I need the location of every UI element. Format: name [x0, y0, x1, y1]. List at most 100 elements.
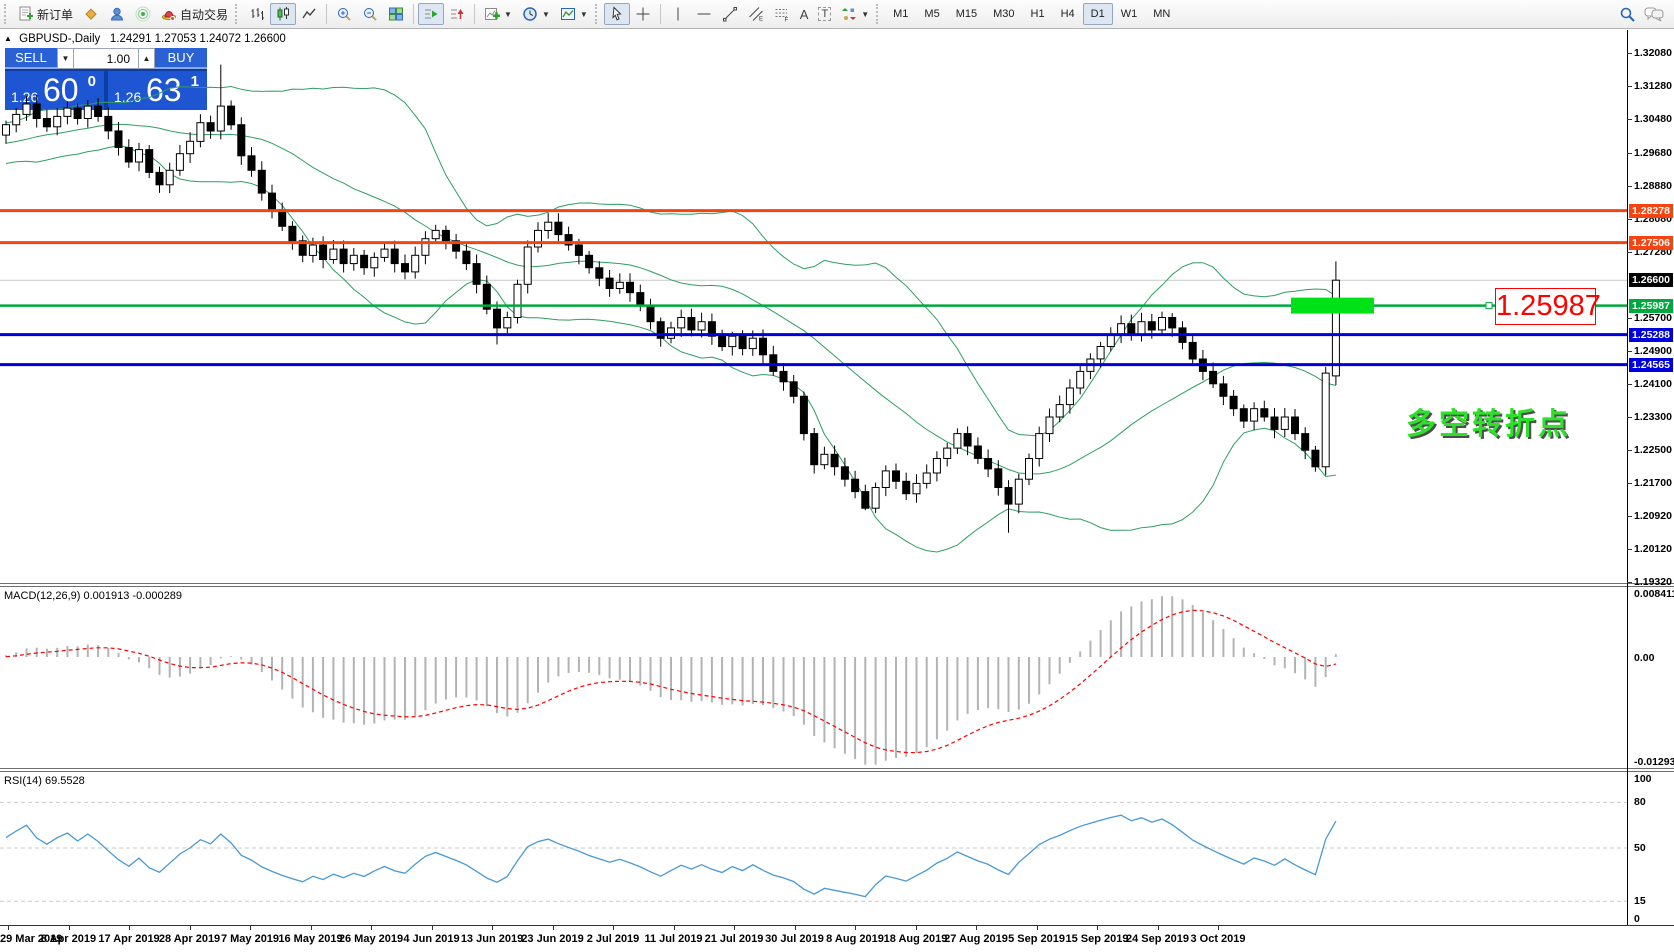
green-highlight-box[interactable]	[1291, 297, 1374, 314]
chart-title: ▲ GBPUSD-,Daily 1.24291 1.27053 1.24072 …	[4, 33, 286, 45]
community-button[interactable]	[104, 3, 130, 25]
search-icon[interactable]	[1619, 6, 1636, 23]
date-label: 11 Jul 2019	[644, 933, 703, 945]
person-icon	[111, 7, 124, 21]
turning-point-note[interactable]: 多空转折点	[1406, 408, 1571, 441]
toolbar-separator	[659, 4, 661, 24]
rsi-indicator-panel[interactable]	[0, 772, 1627, 924]
text-label-tool-button[interactable]: T	[813, 3, 836, 25]
cursor-tool-button[interactable]	[603, 3, 630, 25]
date-tick	[129, 926, 130, 930]
timeframe-button-d1[interactable]: D1	[1082, 3, 1113, 25]
periods-button[interactable]: ▼	[517, 3, 555, 25]
volume-increase-button[interactable]: ▲	[138, 48, 155, 69]
rsi-line	[5, 814, 1337, 898]
price-tick-label: 1.24900	[1634, 344, 1672, 357]
timeframe-button-w1[interactable]: W1	[1120, 8, 1138, 20]
zoom-out-button[interactable]	[357, 3, 383, 25]
price-tick-label: 1.31280	[1634, 80, 1672, 93]
channel-icon: E	[748, 7, 763, 22]
trendline-icon	[722, 7, 737, 22]
arrows-shapes-icon	[842, 8, 857, 20]
chevron-down-icon: ▼	[861, 9, 870, 19]
price-tick	[1627, 185, 1632, 187]
volume-decrease-button[interactable]: ▼	[57, 48, 74, 69]
buy-price-box[interactable]: 1.26 63 1	[108, 71, 207, 110]
price-tick-label: 1.30480	[1634, 113, 1672, 126]
date-label: 3 Oct 2019	[1190, 933, 1246, 945]
vertical-line-tool-button[interactable]	[665, 3, 691, 25]
date-label: 28 Apr 2019	[158, 933, 221, 945]
macd-scale-label: 0.008411	[1634, 588, 1674, 600]
new-order-button[interactable]: 新订单	[13, 3, 78, 25]
candlestick-chart-button[interactable]	[270, 3, 297, 25]
panel-separator[interactable]	[0, 771, 1674, 772]
equidistant-channel-tool-button[interactable]: E	[743, 3, 769, 25]
chart-shift-button[interactable]	[444, 3, 470, 25]
date-label: 29 Mar 2019	[0, 933, 63, 945]
date-label: 23 Jun 2019	[521, 933, 584, 945]
buy-button[interactable]: BUY	[155, 48, 207, 69]
crosshair-tool-button[interactable]	[630, 3, 656, 25]
collapse-triangle-icon[interactable]: ▲	[4, 34, 12, 43]
main-price-chart[interactable]	[0, 30, 1627, 583]
arrows-tool-button[interactable]: ▼	[836, 3, 874, 25]
toolbar-grip	[594, 4, 599, 24]
signals-button[interactable]	[130, 3, 156, 25]
sell-button[interactable]: SELL	[5, 48, 57, 69]
auto-scroll-button[interactable]	[418, 3, 445, 25]
timeframe-button-m5[interactable]: M5	[924, 8, 940, 20]
crosshair-icon	[636, 7, 650, 21]
horizontal-line-tool-button[interactable]	[691, 3, 717, 25]
sell-price-prefix: 1.26	[11, 89, 39, 105]
mql5-button[interactable]	[78, 3, 104, 25]
price-tick	[1627, 548, 1632, 550]
price-tick-label: 1.32080	[1634, 47, 1672, 59]
date-label: 7 May 2019	[220, 933, 280, 945]
vertical-line-icon	[677, 7, 679, 21]
buy-price-pips: 63	[146, 72, 182, 108]
date-label: 30 Jul 2019	[765, 933, 824, 945]
timeframe-button-m30[interactable]: M30	[993, 8, 1015, 20]
templates-button[interactable]: ▼	[555, 3, 593, 25]
panel-separator[interactable]	[0, 768, 1674, 769]
date-label: 26 May 2019	[338, 933, 404, 945]
trendline-handle[interactable]	[1485, 302, 1493, 310]
macd-label: MACD(12,26,9) 0.001913 -0.000289	[4, 590, 182, 602]
timeframe-button-m1[interactable]: M1	[893, 8, 909, 20]
tile-windows-button[interactable]	[383, 3, 409, 25]
timeframe-button-m15[interactable]: M15	[955, 8, 978, 20]
panel-separator[interactable]	[0, 583, 1674, 584]
timeframe-button-h1[interactable]: H1	[1030, 8, 1045, 20]
volume-input[interactable]	[74, 48, 138, 69]
timeframe-button-mn[interactable]: MN	[1153, 8, 1171, 20]
price-tick	[1627, 383, 1632, 385]
gold-diamond-icon	[85, 8, 97, 20]
date-tick	[371, 926, 372, 930]
bollinger-bands	[5, 85, 1337, 553]
chart-shift-icon	[451, 9, 464, 19]
date-tick	[734, 926, 735, 930]
pivot-price-callout[interactable]: 1.25987	[1495, 288, 1601, 325]
price-axis-line	[1627, 30, 1628, 925]
timeframe-button-h4[interactable]: H4	[1060, 8, 1075, 20]
panel-separator[interactable]	[0, 586, 1674, 587]
fibonacci-tool-button[interactable]: F	[769, 3, 795, 25]
chat-icon[interactable]	[1644, 6, 1664, 22]
price-tick	[1627, 582, 1632, 584]
text-tool-button[interactable]: A	[795, 3, 814, 25]
trendline-tool-button[interactable]	[717, 3, 743, 25]
resistance-level-badge: 1.27506	[1629, 235, 1673, 250]
toolbar-right	[1619, 6, 1672, 23]
zoom-in-button[interactable]	[331, 3, 357, 25]
macd-indicator-panel[interactable]	[0, 587, 1627, 767]
indicators-button[interactable]: ▼	[479, 3, 517, 25]
date-tick	[68, 926, 70, 930]
line-chart-button[interactable]	[296, 3, 322, 25]
bar-chart-button[interactable]	[244, 3, 270, 25]
autotrading-button[interactable]: 自动交易	[156, 3, 233, 25]
chevron-down-icon: ▼	[579, 9, 588, 19]
price-tick-label: 1.23300	[1634, 411, 1672, 424]
price-tick	[1627, 515, 1632, 517]
zoom-in-icon	[338, 8, 351, 21]
